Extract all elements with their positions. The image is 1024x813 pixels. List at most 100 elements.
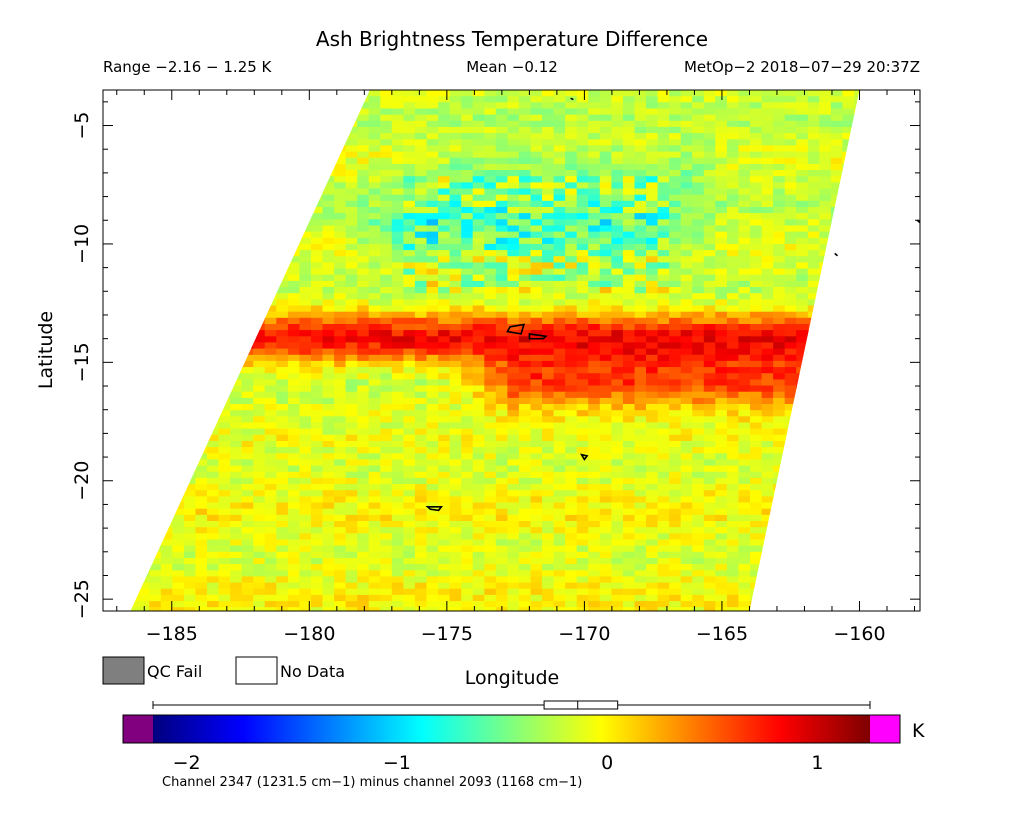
heatmap-cell [276,157,289,165]
heatmap-cell [391,342,404,350]
heatmap-cell [634,441,647,448]
heatmap-cell [866,386,878,393]
heatmap-cell [761,139,774,147]
heatmap-cell [334,287,347,294]
heatmap-cell [160,428,173,436]
heatmap-cell [750,404,763,411]
heatmap-cell [253,200,266,208]
heatmap-cell [542,188,555,196]
heatmap-cell [611,299,624,307]
heatmap-cell [866,238,878,245]
heatmap-cell [518,139,532,147]
heatmap-cell [611,243,624,251]
heatmap-cell [264,422,277,430]
heatmap-cell [599,163,612,171]
heatmap-cell [183,391,197,399]
heatmap-cell [680,360,693,368]
heatmap-cell [449,200,462,208]
heatmap-cell [160,114,173,122]
heatmap-cell [796,373,809,380]
heatmap-cell [761,484,774,491]
heatmap-cell [542,145,555,153]
heatmap-cell [784,139,797,147]
heatmap-cell [646,262,659,270]
heatmap-cell [264,416,277,424]
heatmap-cell [622,225,636,233]
heatmap-cell [750,496,763,504]
heatmap-cell [311,194,324,202]
heatmap-cell [195,188,208,196]
heatmap-cell [819,237,832,245]
heatmap-cell [264,404,277,411]
heatmap-cell [692,157,705,165]
heatmap-cell [669,477,682,485]
heatmap-cell [877,466,889,473]
heatmap-cell [183,428,197,436]
heatmap-cell [334,182,347,190]
heatmap-cell [738,213,751,220]
heatmap-cell [738,243,751,251]
heatmap-cell [542,367,555,374]
heatmap-cell [669,182,682,190]
heatmap-cell [264,219,277,227]
heatmap-cell [484,274,497,282]
heatmap-cell [391,447,404,454]
heatmap-cell [542,299,555,307]
heatmap-cell [149,404,162,411]
heatmap-cell [807,213,820,220]
heatmap-cell [368,182,381,190]
heatmap-cell [207,367,220,374]
heatmap-cell [646,188,659,196]
heatmap-cell [276,219,289,227]
heatmap-cell [276,213,289,220]
heatmap-cell [461,447,474,454]
heatmap-cell [750,471,763,479]
heatmap-cell [299,102,312,110]
heatmap-cell [761,360,774,368]
heatmap-cell [264,145,277,153]
heatmap-cell [207,250,220,257]
heatmap-cell [680,207,693,214]
heatmap-cell [484,317,497,325]
heatmap-cell [819,514,832,522]
heatmap-cell [172,471,185,479]
heatmap-cell [322,207,335,214]
heatmap-cell [183,404,197,411]
heatmap-cell [241,391,254,399]
heatmap-cell [253,348,266,356]
heatmap-cell [414,496,428,504]
heatmap-cell [426,299,439,307]
heatmap-cell [657,397,670,405]
heatmap-cell [495,194,508,202]
heatmap-cell [299,373,312,380]
heatmap-cell [866,441,878,448]
heatmap-cell [149,410,162,417]
heatmap-cell [692,311,705,319]
heatmap-cell [866,453,878,460]
heatmap-cell [715,305,728,313]
heatmap-cell [738,342,751,350]
heatmap-cell [530,170,543,177]
heatmap-cell [160,225,173,233]
heatmap-cell [784,311,797,319]
heatmap-cell [634,336,647,344]
heatmap-cell [115,201,127,208]
heatmap-cell [657,471,670,479]
heatmap-cell [149,287,162,294]
heatmap-cell [253,237,266,245]
heatmap-cell [773,151,786,159]
heatmap-cell [449,465,462,473]
heatmap-cell [368,225,381,233]
heatmap-cell [461,243,474,251]
heatmap-cell [807,410,820,417]
heatmap-cell [103,115,115,122]
heatmap-cell [103,102,115,109]
heatmap-cell [230,484,243,491]
heatmap-cell [726,397,740,405]
heatmap-cell [264,268,277,276]
heatmap-cell [311,484,324,491]
heatmap-cell [773,336,786,344]
heatmap-cell [912,127,924,134]
heatmap-cell [715,508,728,516]
heatmap-cell [646,207,659,214]
